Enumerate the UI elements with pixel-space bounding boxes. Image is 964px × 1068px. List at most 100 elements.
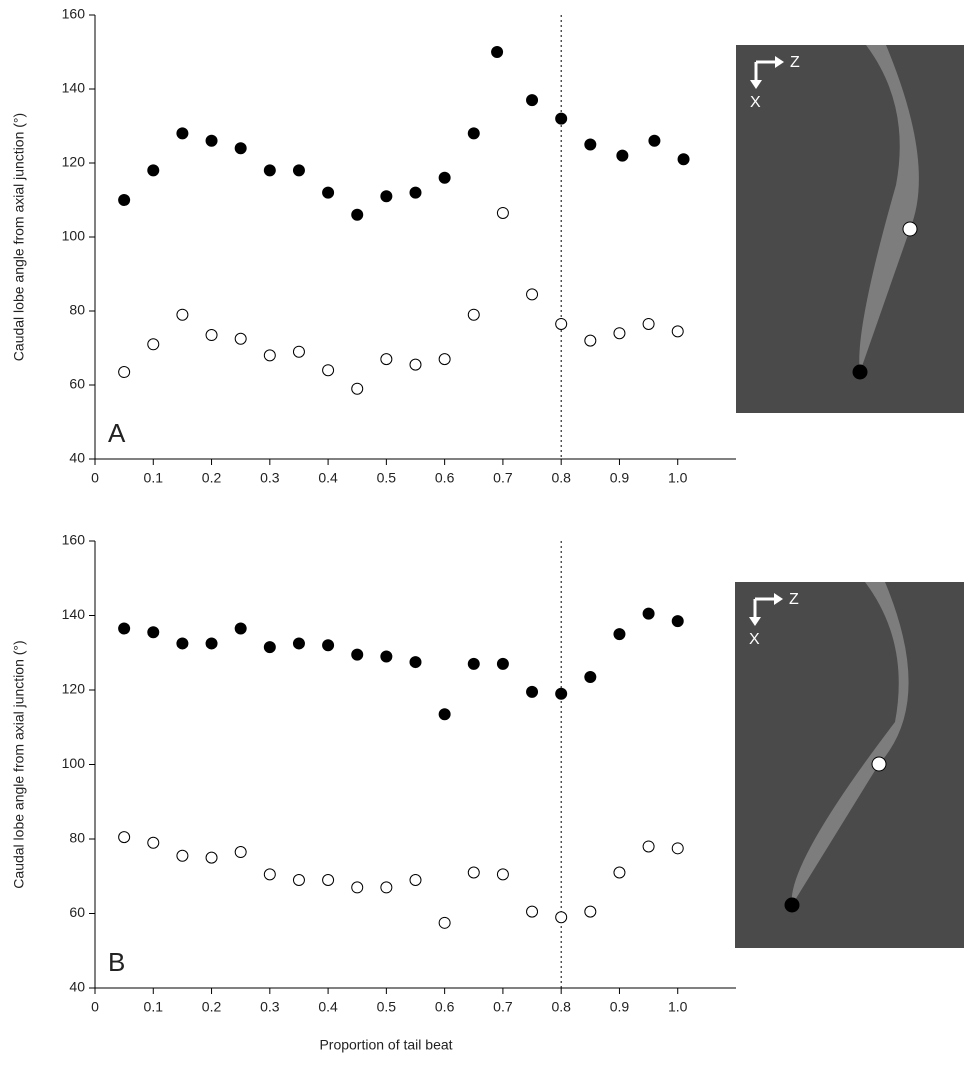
data-point (613, 628, 626, 641)
data-point (234, 622, 247, 635)
data-point (467, 866, 480, 879)
data-point (642, 607, 655, 620)
data-point (584, 138, 597, 151)
x-tick-label: 0.5 (377, 999, 397, 1015)
data-point (322, 364, 335, 377)
data-point (491, 46, 504, 58)
data-point (526, 685, 539, 698)
data-point (438, 353, 451, 366)
data-point (409, 186, 422, 199)
panel-label: A (108, 418, 126, 448)
data-point (292, 873, 305, 886)
inset-marker (902, 221, 918, 237)
inset-photo (735, 582, 964, 948)
data-point (263, 164, 276, 177)
data-point (263, 349, 276, 362)
x-tick-label: 0.2 (202, 999, 222, 1015)
inset-arrowhead (749, 617, 761, 626)
data-point (496, 868, 509, 881)
x-tick-label: 0 (91, 999, 99, 1015)
y-tick-label: 80 (69, 830, 85, 846)
tail-shape (791, 582, 909, 905)
data-point (555, 317, 568, 330)
data-point (118, 366, 131, 379)
x-axis-label: Proportion of tail beat (319, 1037, 452, 1053)
y-tick-label: 40 (69, 979, 85, 995)
inset-marker (852, 364, 868, 380)
data-point (555, 112, 568, 125)
data-point (584, 670, 597, 683)
data-point (496, 206, 509, 219)
x-tick-label: 0.6 (435, 470, 455, 486)
data-point (176, 127, 189, 140)
data-point (380, 881, 393, 894)
data-point (147, 836, 160, 849)
y-axis-label: Caudal lobe angle from axial junction (°… (11, 640, 27, 888)
data-point (671, 842, 684, 855)
y-tick-label: 60 (69, 376, 85, 392)
inset-marker (784, 897, 800, 913)
y-tick-label: 120 (62, 154, 86, 170)
data-point (555, 687, 568, 700)
x-tick-label: 0.8 (551, 470, 571, 486)
data-point (205, 134, 218, 147)
inset-axis-label: Z (790, 54, 800, 71)
x-tick-label: 0.3 (260, 470, 280, 486)
data-point (677, 153, 690, 166)
data-point (205, 329, 218, 342)
data-point (409, 358, 422, 371)
data-point (118, 622, 131, 635)
data-point (351, 382, 364, 395)
data-point (263, 868, 276, 881)
data-point (351, 648, 364, 661)
data-point (118, 831, 131, 844)
data-point (263, 641, 276, 654)
inset-arrowhead (774, 593, 783, 605)
data-point (409, 656, 422, 669)
data-point (234, 846, 247, 859)
data-point (613, 866, 626, 879)
x-tick-label: 0.2 (202, 470, 222, 486)
x-tick-label: 0.4 (318, 470, 338, 486)
data-point (351, 208, 364, 221)
data-point (380, 650, 393, 663)
data-point (526, 905, 539, 918)
data-point (584, 334, 597, 347)
x-tick-label: 0.9 (610, 470, 630, 486)
data-point (409, 873, 422, 886)
data-point (648, 134, 661, 147)
data-point (322, 639, 335, 652)
data-point (380, 190, 393, 203)
data-point (496, 657, 509, 670)
data-point (176, 308, 189, 321)
y-tick-label: 140 (62, 606, 86, 622)
data-point (176, 849, 189, 862)
y-tick-label: 160 (62, 532, 86, 548)
data-point (555, 911, 568, 924)
x-tick-label: 0.4 (318, 999, 338, 1015)
data-point (616, 149, 629, 162)
x-tick-label: 0.6 (435, 999, 455, 1015)
x-tick-label: 0.8 (551, 999, 571, 1015)
tail-shape (859, 45, 919, 372)
panel: 40 60 80 100 120 140 160 0 0.1 0.2 0.3 0.4 0.5 0.6 0.7… (11, 6, 964, 486)
x-tick-label: 0.7 (493, 999, 513, 1015)
data-point (292, 164, 305, 177)
data-point (642, 840, 655, 853)
data-point (526, 288, 539, 301)
x-tick-label: 0.3 (260, 999, 280, 1015)
x-tick-label: 0.7 (493, 470, 513, 486)
inset-axis-label: Z (789, 591, 799, 608)
data-point (322, 873, 335, 886)
data-point (147, 626, 160, 639)
y-tick-label: 60 (69, 904, 85, 920)
inset-arrowhead (775, 56, 784, 68)
inset-arrowhead (750, 80, 762, 89)
data-point (642, 317, 655, 330)
y-tick-label: 80 (69, 302, 85, 318)
data-point (438, 708, 451, 721)
y-tick-label: 140 (62, 80, 86, 96)
data-point (671, 615, 684, 628)
x-tick-label: 0.5 (377, 470, 397, 486)
